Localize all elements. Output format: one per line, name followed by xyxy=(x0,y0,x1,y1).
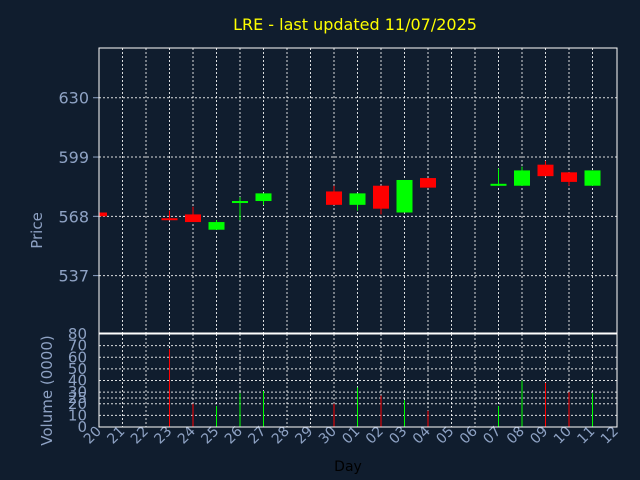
candle-body xyxy=(208,222,225,230)
price-candles xyxy=(98,160,601,230)
candle-body xyxy=(161,218,178,221)
candle-body xyxy=(232,201,248,204)
candle-body xyxy=(373,185,389,209)
price-tick-label: 568 xyxy=(58,207,89,226)
price-axis-label: Price xyxy=(28,212,46,249)
candle-body xyxy=(561,172,577,182)
price-tick-label: 537 xyxy=(58,267,89,286)
candle-body xyxy=(490,183,507,186)
volume-tick-label: 60 xyxy=(68,348,87,366)
volume-tick-label: 80 xyxy=(68,325,87,343)
candle-body xyxy=(326,191,342,205)
volume-tick-label: 30 xyxy=(68,383,87,401)
volume-bars xyxy=(169,349,593,427)
candle-body xyxy=(396,179,413,213)
price-tick-labels: 537 568 599 630 xyxy=(58,89,99,286)
volume-tick-label: 10 xyxy=(68,406,87,424)
price-grid xyxy=(99,48,617,333)
price-panel-frame xyxy=(98,47,618,334)
volume-tick-label: 20 xyxy=(68,395,87,413)
chart-title: LRE - last updated 11/07/2025 xyxy=(233,15,477,34)
volume-tick-label: 0 xyxy=(77,418,87,436)
price-tick-label: 630 xyxy=(58,89,89,108)
candle-body xyxy=(349,193,366,205)
volume-axis-label: Volume (0000) xyxy=(38,335,56,445)
volume-tick-label: 25 xyxy=(68,389,87,407)
candle-body xyxy=(420,178,436,188)
candle-body xyxy=(99,212,107,217)
candle-body xyxy=(255,193,272,202)
candle-body xyxy=(584,170,601,186)
candle-body xyxy=(185,214,201,223)
volume-panel-frame xyxy=(98,333,618,428)
day-axis-label: Day xyxy=(334,459,362,475)
candle-body xyxy=(514,170,530,186)
volume-tick-label: 50 xyxy=(68,360,87,378)
volume-tick-label: 70 xyxy=(68,337,87,355)
price-tick-label: 599 xyxy=(58,148,89,167)
candle-body xyxy=(537,164,554,177)
volume-tick-label: 40 xyxy=(68,372,87,390)
